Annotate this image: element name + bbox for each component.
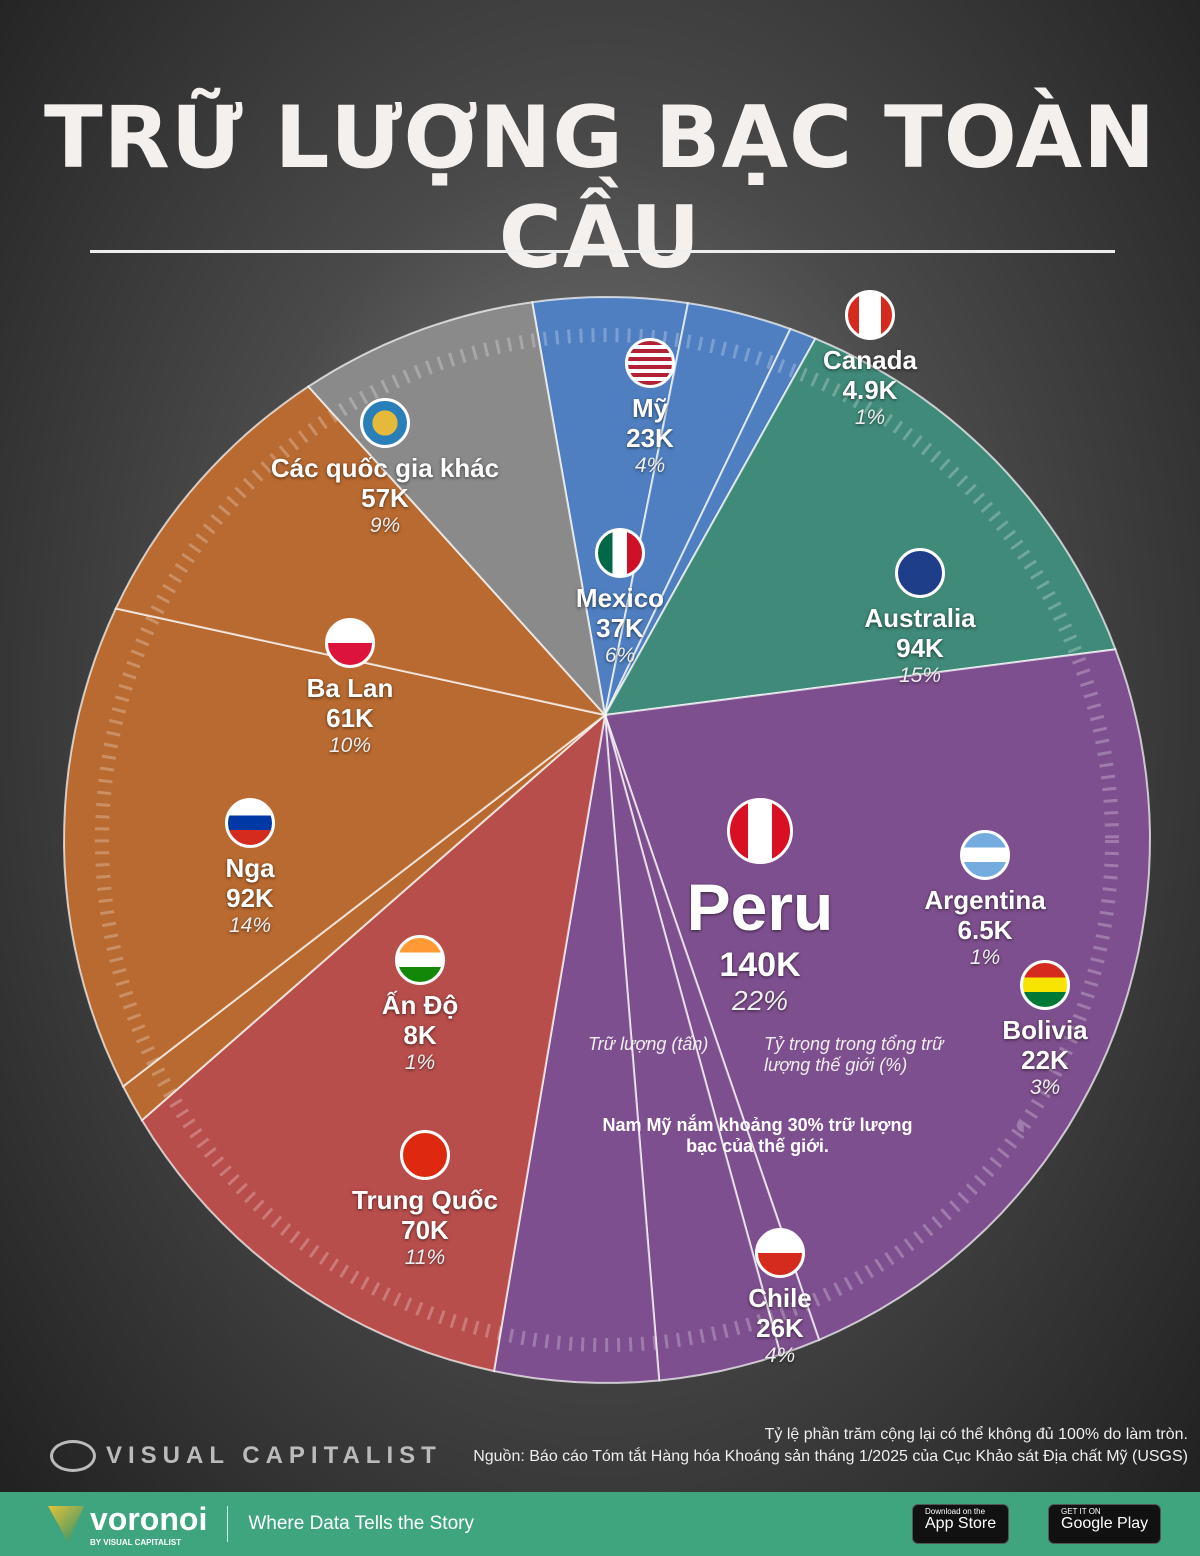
app-store-label: App Store	[925, 1515, 997, 1532]
reserve-value: 23K	[626, 422, 674, 453]
share-pct: 1%	[969, 945, 1001, 969]
country-name: Nga	[225, 853, 275, 883]
reserve-value: 37K	[596, 612, 644, 643]
reserve-value: 140K	[719, 945, 801, 984]
share-pct: 15%	[898, 663, 942, 687]
footer-notes: Tỷ lệ phần trăm cộng lại có thể không đủ…	[473, 1424, 1188, 1469]
reserve-value: 61K	[326, 702, 374, 733]
tagline: Where Data Tells the Story	[248, 1513, 474, 1534]
divider	[227, 1506, 229, 1542]
slice-label-0: Mexico 37K 6%	[560, 528, 680, 668]
pie-slice-8	[140, 712, 607, 1373]
flag-icon	[325, 618, 375, 668]
share-pct: 6%	[604, 643, 636, 667]
flag-icon	[960, 830, 1010, 880]
country-name: Canada	[823, 345, 917, 375]
reserve-value: 57K	[361, 482, 409, 513]
share-pct: 22%	[731, 984, 789, 1016]
coin-rim	[95, 328, 1119, 1352]
country-name: Các quốc gia khác	[270, 453, 500, 483]
country-name: Mỹ	[631, 393, 669, 423]
share-pct: 3%	[1029, 1075, 1061, 1099]
reserve-value: 4.9K	[842, 374, 898, 405]
google-play-small: GET IT ON	[1061, 1507, 1101, 1516]
slice-label-10: Nga 92K 14%	[180, 798, 320, 938]
vc-logo-icon	[50, 1440, 96, 1472]
country-name: Peru	[686, 870, 834, 944]
reserve-value: 94K	[896, 632, 944, 663]
voronoi-logo[interactable]: voronoi BY VISUAL CAPITALIST	[48, 1501, 207, 1547]
slice-label-3: Australia 94K 15%	[850, 548, 990, 688]
reserve-value: 92K	[226, 882, 274, 913]
share-pct: 4%	[764, 1343, 796, 1367]
country-name: Chile	[748, 1283, 812, 1313]
brand-bar: voronoi BY VISUAL CAPITALIST Where Data T…	[0, 1492, 1200, 1556]
country-name: Argentina	[924, 885, 1046, 915]
flag-icon	[225, 798, 275, 848]
flag-icon	[755, 1228, 805, 1278]
country-name: Ba Lan	[306, 673, 394, 703]
pie-slice-6	[604, 714, 782, 1382]
app-store-small: Download on the	[925, 1507, 986, 1516]
flag-icon	[625, 338, 675, 388]
pie-slice-11	[114, 385, 608, 717]
voronoi-mark-icon	[48, 1506, 84, 1542]
share-pct: 4%	[634, 453, 666, 477]
slice-label-6: Bolivia 22K 3%	[1000, 960, 1090, 1100]
reserve-value: 70K	[401, 1214, 449, 1245]
share-pct: 9%	[369, 513, 401, 537]
country-name: Mexico	[575, 583, 665, 613]
google-play-label: Google Play	[1061, 1515, 1149, 1532]
footnote: Tỷ lệ phần trăm cộng lại có thể không đủ…	[764, 1426, 1188, 1443]
flag-icon	[360, 398, 410, 448]
share-pct: 14%	[228, 913, 272, 937]
reserve-value: 8K	[403, 1019, 437, 1050]
country-name: Trung Quốc	[352, 1185, 498, 1215]
slice-label-11: Ba Lan 61K 10%	[290, 618, 410, 758]
pie-slice-0	[531, 295, 690, 716]
pie-slice-3	[603, 337, 1117, 717]
slice-label-7: Chile 26K 4%	[690, 1228, 870, 1368]
reserve-value: 26K	[756, 1312, 804, 1343]
slice-label-5: Argentina 6.5K 1%	[915, 830, 1055, 970]
pie-slice-1	[604, 301, 792, 716]
pie-slice-10	[62, 607, 608, 1088]
share-pct: 1%	[404, 1050, 436, 1074]
voronoi-by: BY VISUAL CAPITALIST	[90, 1538, 182, 1547]
slice-label-2: Canada 4.9K 1%	[790, 290, 950, 430]
pct-note: Tỷ trọng trong tổng trữ lượng thế giới (…	[764, 1034, 944, 1075]
flag-icon	[395, 935, 445, 985]
google-play-button[interactable]: GET IT ON Google Play	[1048, 1504, 1162, 1544]
flag-icon	[400, 1130, 450, 1180]
country-name: Australia	[864, 603, 976, 633]
slice-label-8: Trung Quốc 70K 11%	[340, 1130, 510, 1270]
share-pct: 10%	[328, 733, 372, 757]
reserve-value: 22K	[1021, 1044, 1069, 1075]
slice-label-4: Peru 140K 22%	[680, 798, 840, 1017]
slice-label-1: Mỹ 23K 4%	[560, 338, 740, 478]
value-note: Trữ lượng (tấn)	[588, 1034, 709, 1054]
visual-capitalist-logo: VISUAL CAPITALIST	[50, 1440, 442, 1472]
app-store-button[interactable]: Download on the App Store	[912, 1504, 1010, 1544]
flag-icon	[1020, 960, 1070, 1010]
share-pct: 11%	[404, 1245, 446, 1269]
voronoi-wordmark: voronoi	[90, 1501, 208, 1537]
country-name: Ấn Độ	[381, 990, 459, 1020]
pie-chart	[62, 295, 1152, 1384]
flag-icon	[845, 290, 895, 340]
flag-icon	[895, 548, 945, 598]
flag-icon	[595, 528, 645, 578]
reserve-value: 6.5K	[957, 914, 1013, 945]
share-pct: 1%	[854, 405, 886, 429]
pie-slice-7	[492, 714, 661, 1384]
slice-label-9: Ấn Độ 8K 1%	[370, 935, 470, 1075]
divider	[90, 250, 1115, 253]
flag-icon	[727, 798, 793, 864]
vc-wordmark: VISUAL CAPITALIST	[106, 1442, 442, 1469]
page-title: TRỮ LƯỢNG BẠC TOÀN CẦU	[43, 88, 1157, 288]
country-name: Bolivia	[1002, 1015, 1088, 1045]
slice-label-12: Các quốc gia khác 57K 9%	[260, 398, 510, 538]
source: Nguồn: Báo cáo Tóm tắt Hàng hóa Khoáng s…	[473, 1448, 1188, 1466]
south-america-annotation: Nam Mỹ nắm khoảng 30% trữ lượng bạc của …	[602, 1115, 913, 1156]
